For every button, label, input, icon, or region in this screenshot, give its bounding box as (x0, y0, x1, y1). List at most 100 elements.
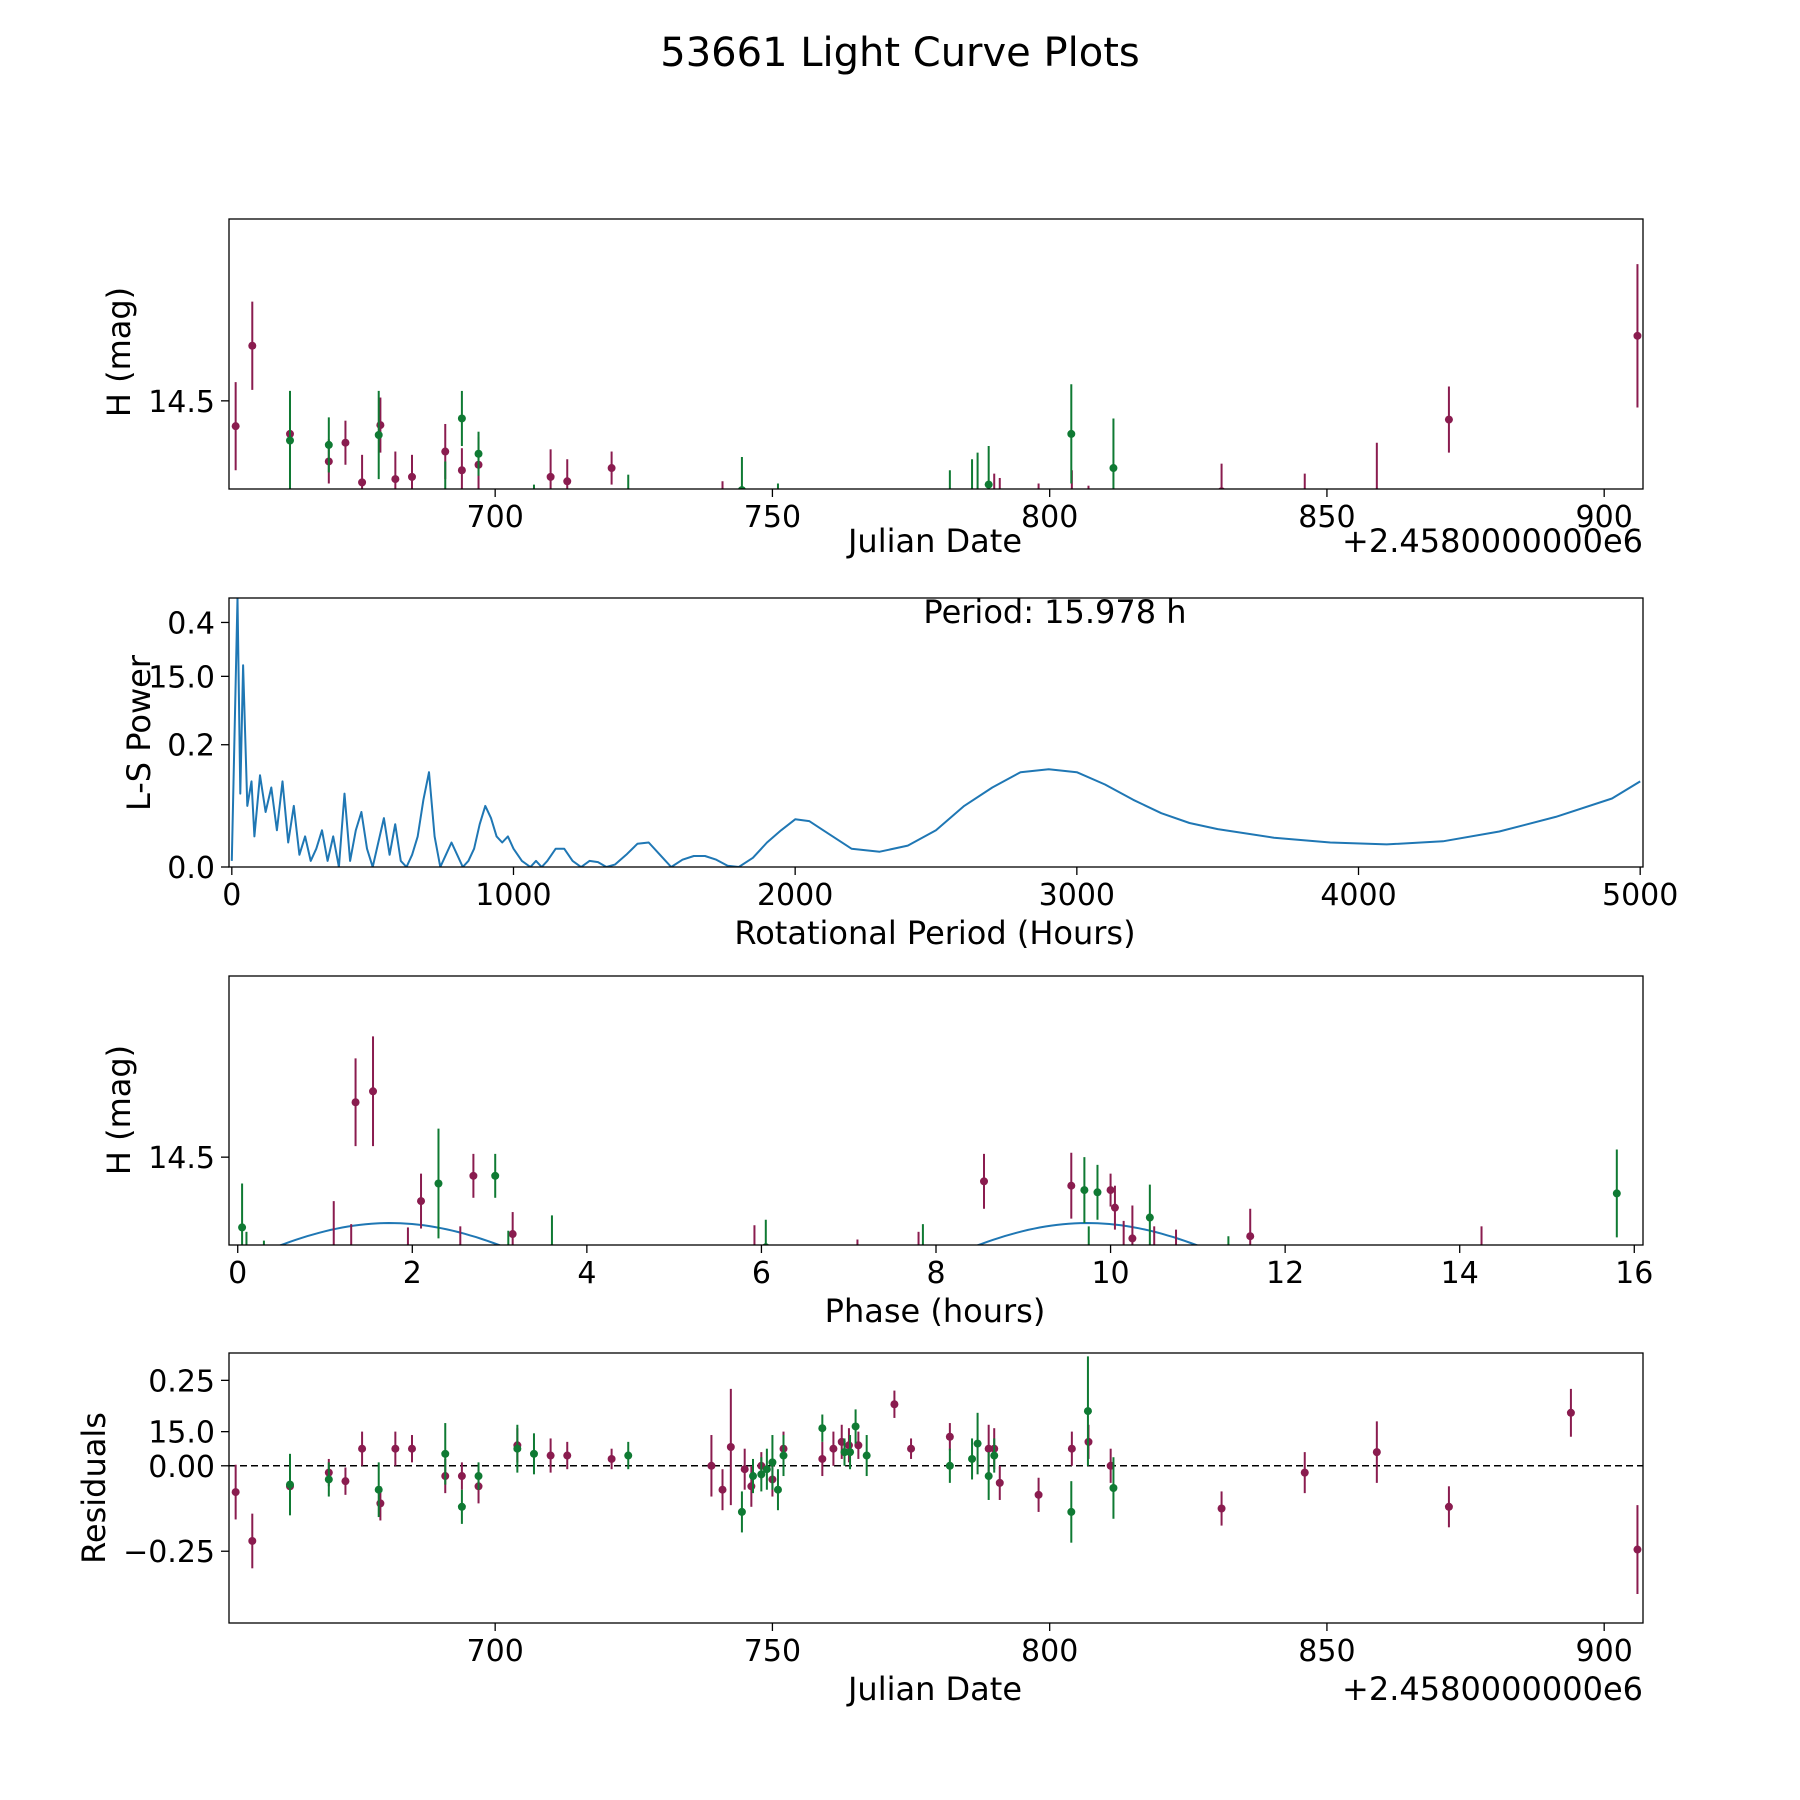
phased-green-point (238, 1223, 247, 1232)
periodogram-panel: 0 1000 2000 3000 4000 5000 0.0 0.2 0.4 Period: … (120, 593, 1678, 952)
residuals-magenta-point (1566, 1408, 1575, 1417)
phased-magenta-point (1006, 1265, 1014, 1273)
phased-magenta-point (295, 1259, 303, 1267)
raw-magenta-point (248, 341, 257, 350)
residuals-magenta-point (1372, 1448, 1381, 1457)
residuals-green-point (513, 1444, 522, 1453)
raw-green-point (749, 540, 757, 548)
raw-x-ticks: 700 750 800 850 900 (467, 489, 1633, 535)
residuals-magenta-point (358, 1444, 367, 1453)
phased-magenta-point (853, 1257, 861, 1265)
phased-y-tick-label: 15.0 (148, 1416, 215, 1451)
phased-green-point (1080, 1186, 1089, 1195)
residuals-green-point (457, 1502, 466, 1511)
raw-green-point (757, 542, 765, 550)
residuals-x-tick-label: 800 (1021, 1634, 1078, 1669)
raw-x-tick-label: 900 (1576, 500, 1633, 535)
raw-magenta-point (407, 472, 416, 481)
residuals-green-point (840, 1448, 849, 1457)
residuals-magenta-point (376, 1499, 385, 1508)
raw-magenta-point (845, 585, 853, 593)
phased-magenta-point (1172, 1253, 1180, 1261)
raw-magenta-point (391, 475, 400, 484)
phased-green-point (1612, 1189, 1621, 1198)
phased-x-tick-label: 0 (228, 1256, 247, 1291)
periodogram-x-tick-label: 0 (222, 878, 241, 913)
raw-magenta-point (1107, 522, 1115, 530)
phased-green-point (819, 1357, 827, 1365)
periodogram-x-tick-label: 3000 (1039, 878, 1115, 913)
raw-green-point (946, 494, 954, 502)
residuals-magenta-point (747, 1482, 756, 1491)
phased-magenta-point (469, 1171, 478, 1180)
phased-x-tick-label: 10 (1091, 1256, 1129, 1291)
residuals-magenta-point (1067, 1444, 1076, 1453)
phased-magenta-point (753, 1318, 761, 1326)
phased-magenta-point (1106, 1186, 1115, 1195)
residuals-green-point (846, 1448, 855, 1457)
residuals-magenta-point (1444, 1502, 1453, 1511)
raw-x-tick-label: 850 (1298, 500, 1355, 535)
phased-green-point (810, 1343, 818, 1351)
residuals-magenta-point (248, 1536, 257, 1545)
residuals-magenta-point (718, 1485, 727, 1494)
phased-data-points (238, 1036, 1621, 1365)
phased-y-axis-label: H (mag) (100, 1045, 138, 1175)
residuals-green-point (474, 1472, 483, 1481)
raw-y-tick-label: 14.5 (148, 385, 215, 420)
raw-plot-frame (228, 218, 1644, 490)
residuals-magenta-point (563, 1451, 572, 1460)
raw-green-point (984, 480, 993, 489)
periodogram-plot-frame (228, 597, 1644, 868)
phased-magenta-point (1150, 1250, 1158, 1258)
raw-magenta-point (563, 477, 572, 486)
phased-magenta-point (1434, 1318, 1442, 1326)
raw-green-point (763, 549, 771, 557)
raw-green-point (780, 573, 788, 581)
phased-x-tick-label: 8 (926, 1256, 945, 1291)
residuals-green-point (984, 1472, 993, 1481)
phased-magenta-point (736, 1312, 744, 1320)
raw-magenta-point (990, 503, 998, 511)
phased-green-point (491, 1171, 500, 1180)
residuals-green-point (1067, 1507, 1076, 1516)
phased-magenta-point (757, 1317, 765, 1325)
raw-green-point (324, 440, 333, 449)
raw-magenta-point (818, 570, 826, 578)
residuals-y-ticks: −0.25 0.00 0.25 (123, 1364, 229, 1570)
raw-magenta-point (231, 422, 240, 431)
residuals-x-tick-label: 750 (744, 1634, 801, 1669)
ls-power-line (230, 598, 1641, 867)
raw-magenta-point (457, 466, 466, 475)
raw-green-point (1109, 464, 1118, 473)
residuals-green-point (285, 1480, 294, 1489)
residuals-magenta-point (231, 1488, 240, 1497)
phased-magenta-point (312, 1267, 320, 1275)
raw-magenta-point (441, 447, 450, 456)
residuals-magenta-point (907, 1444, 916, 1453)
residuals-magenta-point (984, 1444, 993, 1453)
residuals-green-point (737, 1507, 746, 1516)
residuals-magenta-point (829, 1444, 838, 1453)
phased-magenta-point (749, 1343, 757, 1351)
residuals-green-point (862, 1451, 871, 1460)
raw-x-offset-label: +2.4580000000e6 (1342, 522, 1643, 560)
residual-data-points (229, 1356, 1643, 1594)
residuals-magenta-point (1633, 1545, 1642, 1554)
phased-magenta-point (1460, 1344, 1468, 1352)
phased-magenta-point (1128, 1234, 1137, 1243)
raw-magenta-point (780, 584, 788, 592)
raw-magenta-point (890, 568, 898, 576)
residuals-magenta-point (1034, 1490, 1043, 1499)
raw-x-tick-label: 750 (744, 500, 801, 535)
residuals-magenta-point (844, 1441, 853, 1450)
raw-magenta-point (854, 567, 862, 575)
residuals-y-tick-label: −0.25 (123, 1535, 215, 1570)
raw-green-point (974, 498, 982, 506)
residuals-magenta-point (726, 1442, 735, 1451)
residuals-y-axis-label: Residuals (75, 1412, 113, 1564)
raw-magenta-point (1444, 415, 1453, 424)
raw-green-point (1067, 429, 1076, 438)
phased-magenta-point (1425, 1298, 1433, 1306)
phased-green-point (251, 1265, 259, 1273)
